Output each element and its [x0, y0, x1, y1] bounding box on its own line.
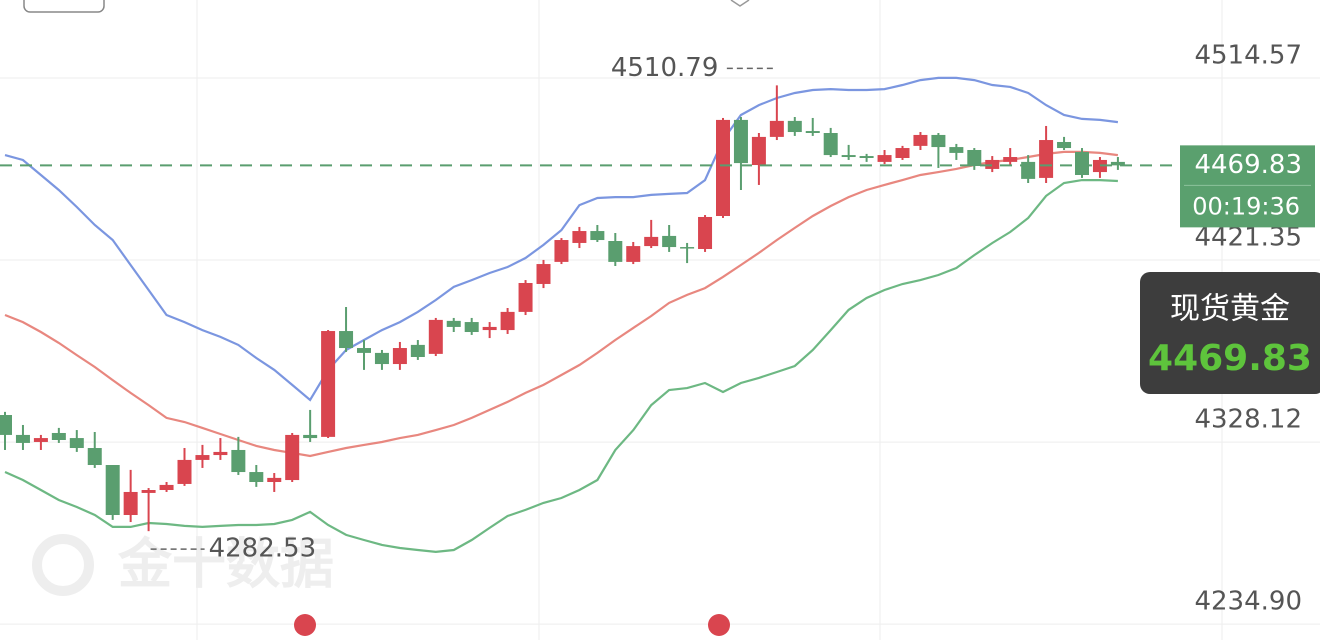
candle-body [339, 331, 354, 349]
expand-chevron[interactable] [730, 0, 750, 7]
candle-body [464, 322, 479, 333]
candle-body [357, 348, 371, 353]
high-annotation: 4510.79 [611, 53, 719, 83]
candle-body [895, 148, 910, 158]
candle-body [967, 149, 982, 167]
candle-body [159, 484, 174, 491]
candle-body [321, 331, 336, 437]
y-tick-label: 4514.57 [1194, 40, 1302, 70]
candle-body [87, 448, 102, 466]
candle-body [1075, 151, 1089, 175]
countdown: 00:19:36 [1192, 192, 1300, 220]
candle-body [1003, 157, 1018, 162]
candle-body [410, 344, 425, 358]
candle-body [15, 434, 30, 443]
y-tick-label: 4421.35 [1194, 223, 1302, 253]
candle-body [374, 352, 389, 365]
candle-body [195, 455, 210, 460]
candle-body [428, 319, 443, 354]
candle-body [285, 434, 300, 481]
candle-body [949, 147, 964, 153]
candle-body [33, 438, 48, 442]
candle-body [69, 438, 84, 449]
candle-body [931, 134, 946, 148]
overlay: 4514.57 4421.35 4328.12 4234.90 4510.79 4282.… [150, 40, 1320, 617]
candle-body [500, 311, 515, 331]
candle-body [1110, 161, 1125, 166]
candle-body [213, 451, 228, 456]
candle-body [716, 119, 730, 217]
candle-body [1039, 140, 1054, 178]
candle-body [913, 134, 928, 146]
candle-body [805, 131, 820, 133]
candle-body [877, 155, 892, 162]
candle-body [0, 415, 12, 435]
candle-body [626, 246, 641, 262]
instrument-price: 4469.83 [1148, 338, 1312, 379]
event-marker[interactable] [294, 614, 316, 636]
candle-body [985, 159, 1000, 169]
watermark-logo [32, 534, 94, 596]
price-tag-value: 4469.83 [1194, 150, 1302, 180]
candle-body [303, 434, 318, 439]
candle-body [680, 247, 695, 249]
instrument-tooltip [1140, 272, 1320, 394]
candle-body [231, 449, 246, 473]
plot-area [0, 76, 1320, 625]
candle-body [859, 156, 874, 158]
indicator-button[interactable] [23, 0, 105, 13]
band-line [4, 150, 1119, 458]
watermark: 金十数据 [32, 533, 334, 596]
candle-body [123, 491, 138, 516]
candle-body [392, 348, 407, 365]
candle-body [769, 120, 784, 137]
candle-body [105, 465, 120, 516]
candle-body [644, 236, 659, 247]
y-tick-label: 4328.12 [1194, 405, 1302, 435]
candle-body [608, 241, 623, 262]
candle-body [1057, 141, 1072, 149]
candle-body [662, 235, 677, 248]
candle-body [482, 326, 497, 331]
candle-body [446, 320, 461, 327]
candle-body [249, 472, 264, 483]
candle-body [787, 120, 802, 133]
instrument-name: 现货黄金 [1170, 292, 1290, 327]
candle-body [841, 155, 856, 158]
candle-body [733, 119, 748, 164]
candle-body [267, 477, 282, 483]
candle-body [554, 240, 569, 262]
band-line [4, 76, 1119, 402]
candle-body [51, 432, 66, 441]
candle-body [141, 490, 156, 493]
candle-body [518, 282, 533, 312]
candle-body [590, 231, 605, 241]
event-marker[interactable] [708, 614, 730, 636]
band-line [4, 179, 1118, 554]
candle-body [536, 264, 551, 284]
low-annotation: 4282.53 [209, 534, 317, 564]
candle-body [823, 132, 838, 156]
candle-body [1092, 159, 1107, 173]
candle-body [698, 216, 713, 250]
candle-body [751, 136, 766, 166]
watermark-text: 金十数据 [117, 533, 334, 596]
price-tag [1180, 145, 1315, 228]
candle-body [572, 231, 587, 243]
candle-body [177, 459, 192, 484]
y-tick-label: 4234.90 [1194, 587, 1302, 617]
